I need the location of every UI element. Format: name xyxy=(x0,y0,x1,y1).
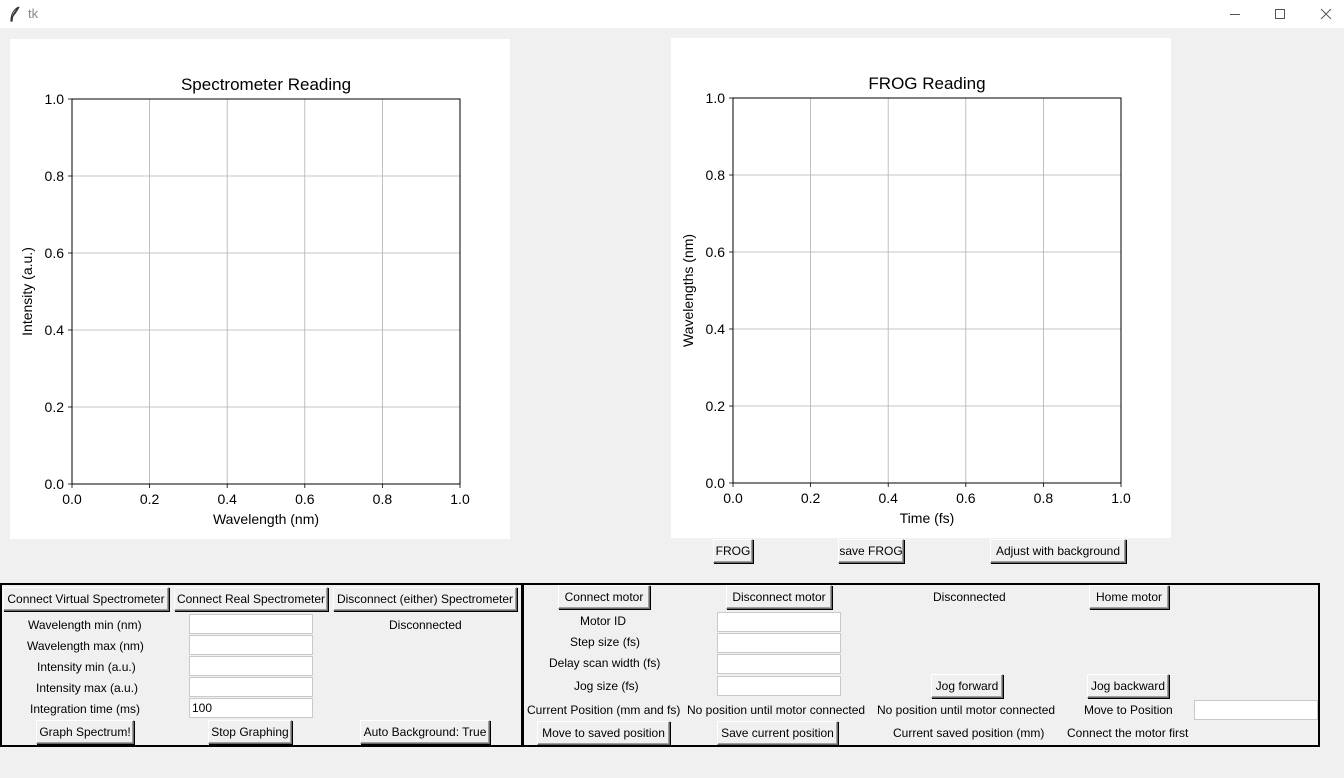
spectrometer-y-tick-label: 0.8 xyxy=(45,168,65,184)
intensity-max-label: Intensity max (a.u.) xyxy=(36,681,139,695)
spectrometer-y-axis-label: Intensity (a.u.) xyxy=(19,247,35,336)
saved-position-value: Connect the motor first xyxy=(1067,726,1189,740)
step-size-field[interactable] xyxy=(717,633,841,653)
current-position-mm: No position until motor connected xyxy=(687,703,866,717)
frog-chart: 0.0 0.2 0.4 0.6 0.8 1.0 0.0 0.2 0.4 0.6 0.8 1.0 FROG… xyxy=(680,74,1131,526)
spectrometer-x-tick-label: 1.0 xyxy=(450,491,470,507)
integration-time-field[interactable] xyxy=(189,698,313,718)
step-size-label: Step size (fs) xyxy=(570,635,641,649)
frog-title: FROG Reading xyxy=(868,74,985,93)
spectrometer-plot-frame xyxy=(71,98,461,485)
spectrometer-y-tick-label: 0.6 xyxy=(45,245,65,261)
jog-size-label: Jog size (fs) xyxy=(574,679,639,693)
intensity-min-field[interactable] xyxy=(189,656,313,676)
window-title: tk xyxy=(28,6,39,21)
intensity-max-field[interactable] xyxy=(189,677,313,697)
stop-graphing-button[interactable]: Stop Graphing xyxy=(208,720,292,744)
maximize-icon xyxy=(1275,9,1285,19)
connect-virtual-spectrometer-button[interactable]: Connect Virtual Spectrometer xyxy=(3,587,169,611)
frog-x-tick-label: 0.8 xyxy=(1034,490,1054,506)
wavelength-min-label: Wavelength min (nm) xyxy=(28,618,142,632)
frog-y-tick-label: 0.6 xyxy=(706,244,726,260)
disconnect-motor-button[interactable]: Disconnect motor xyxy=(726,585,832,609)
frog-plot-panel: 0.0 0.2 0.4 0.6 0.8 1.0 0.0 0.2 0.4 0.6 0.8 1.0 FROG… xyxy=(671,38,1171,538)
close-button[interactable] xyxy=(1303,0,1344,28)
disconnect-spectrometer-button[interactable]: Disconnect (either) Spectrometer xyxy=(333,587,517,611)
spectrometer-plot-panel: 0.0 0.2 0.4 0.6 0.8 1.0 0.0 0.2 0.4 0.6 0.8 1.0 Spec… xyxy=(10,39,510,539)
move-to-position-label: Move to Position xyxy=(1084,703,1173,717)
delay-scan-width-label: Delay scan width (fs) xyxy=(549,656,661,670)
spectrometer-x-axis-label: Wavelength (nm) xyxy=(213,511,319,527)
saved-position-label: Current saved position (mm) xyxy=(893,726,1045,740)
window-titlebar xyxy=(0,0,1344,28)
minimize-button[interactable] xyxy=(1212,0,1258,28)
frog-y-axis-label: Wavelengths (nm) xyxy=(680,234,696,347)
minimize-icon xyxy=(1230,14,1240,15)
intensity-min-label: Intensity min (a.u.) xyxy=(37,660,136,674)
spectrometer-y-tick-label: 0.0 xyxy=(45,476,65,492)
spectrometer-x-tick-label: 0.8 xyxy=(373,491,393,507)
current-position-label: Current Position (mm and fs) xyxy=(527,703,681,717)
spectrometer-x-tick-label: 0.6 xyxy=(295,491,315,507)
frog-y-tick-label: 1.0 xyxy=(706,90,726,106)
wavelength-min-field[interactable] xyxy=(189,614,313,634)
jog-backward-button[interactable]: Jog backward xyxy=(1087,674,1169,698)
maximize-button[interactable] xyxy=(1257,0,1303,28)
spectrometer-x-tick-label: 0.2 xyxy=(140,491,160,507)
move-to-saved-position-button[interactable]: Move to saved position xyxy=(537,721,670,745)
frog-y-tick-label: 0.4 xyxy=(706,321,726,337)
spectrometer-y-tick-label: 0.4 xyxy=(45,322,65,338)
frog-x-tick-label: 0.6 xyxy=(956,490,976,506)
jog-forward-button[interactable]: Jog forward xyxy=(931,674,1003,698)
connect-real-spectrometer-button[interactable]: Connect Real Spectrometer xyxy=(174,587,328,611)
motor-status: Disconnected xyxy=(933,590,1006,604)
motor-id-field[interactable] xyxy=(717,612,841,632)
delay-scan-width-field[interactable] xyxy=(717,654,841,674)
motor-id-label: Motor ID xyxy=(580,614,627,628)
frog-y-tick-label: 0.0 xyxy=(706,475,726,491)
save-current-position-button[interactable]: Save current position xyxy=(717,721,838,745)
spectrometer-status: Disconnected xyxy=(389,618,462,632)
current-position-fs: No position until motor connected xyxy=(877,703,1056,717)
move-to-position-field[interactable] xyxy=(1194,700,1318,720)
spectrometer-x-tick-label: 0.0 xyxy=(62,491,82,507)
frog-button[interactable]: FROG xyxy=(713,539,753,563)
spectrometer-x-tick-label: 0.4 xyxy=(217,491,237,507)
frog-x-tick-label: 0.2 xyxy=(801,490,821,506)
wavelength-max-field[interactable] xyxy=(189,635,313,655)
frog-x-tick-label: 1.0 xyxy=(1111,490,1131,506)
home-motor-button[interactable]: Home motor xyxy=(1089,585,1169,609)
graph-spectrum-button[interactable]: Graph Spectrum! xyxy=(36,720,134,744)
frog-x-tick-label: 0.0 xyxy=(723,490,743,506)
save-frog-button[interactable]: save FROG xyxy=(838,539,904,563)
integration-time-label: Integration time (ms) xyxy=(30,702,141,716)
frog-x-tick-label: 0.4 xyxy=(878,490,898,506)
wavelength-max-label: Wavelength max (nm) xyxy=(27,639,144,653)
motor-controls-frame xyxy=(522,583,1320,747)
spectrometer-y-tick-label: 0.2 xyxy=(45,399,65,415)
auto-background-button[interactable]: Auto Background: True xyxy=(360,720,490,744)
frog-plot-frame xyxy=(732,97,1122,484)
frog-y-tick-label: 0.2 xyxy=(706,398,726,414)
feather-icon xyxy=(8,6,22,22)
spectrometer-title: Spectrometer Reading xyxy=(181,75,351,94)
frog-y-tick-label: 0.8 xyxy=(706,167,726,183)
adjust-background-button[interactable]: Adjust with background xyxy=(990,539,1126,563)
frog-x-axis-label: Time (fs) xyxy=(900,510,955,526)
connect-motor-button[interactable]: Connect motor xyxy=(558,585,650,609)
spectrometer-y-tick-label: 1.0 xyxy=(45,91,65,107)
spectrometer-chart: 0.0 0.2 0.4 0.6 0.8 1.0 0.0 0.2 0.4 0.6 0.8 1.0 Spec… xyxy=(19,75,470,527)
close-icon xyxy=(1320,8,1332,20)
jog-size-field[interactable] xyxy=(717,676,841,696)
